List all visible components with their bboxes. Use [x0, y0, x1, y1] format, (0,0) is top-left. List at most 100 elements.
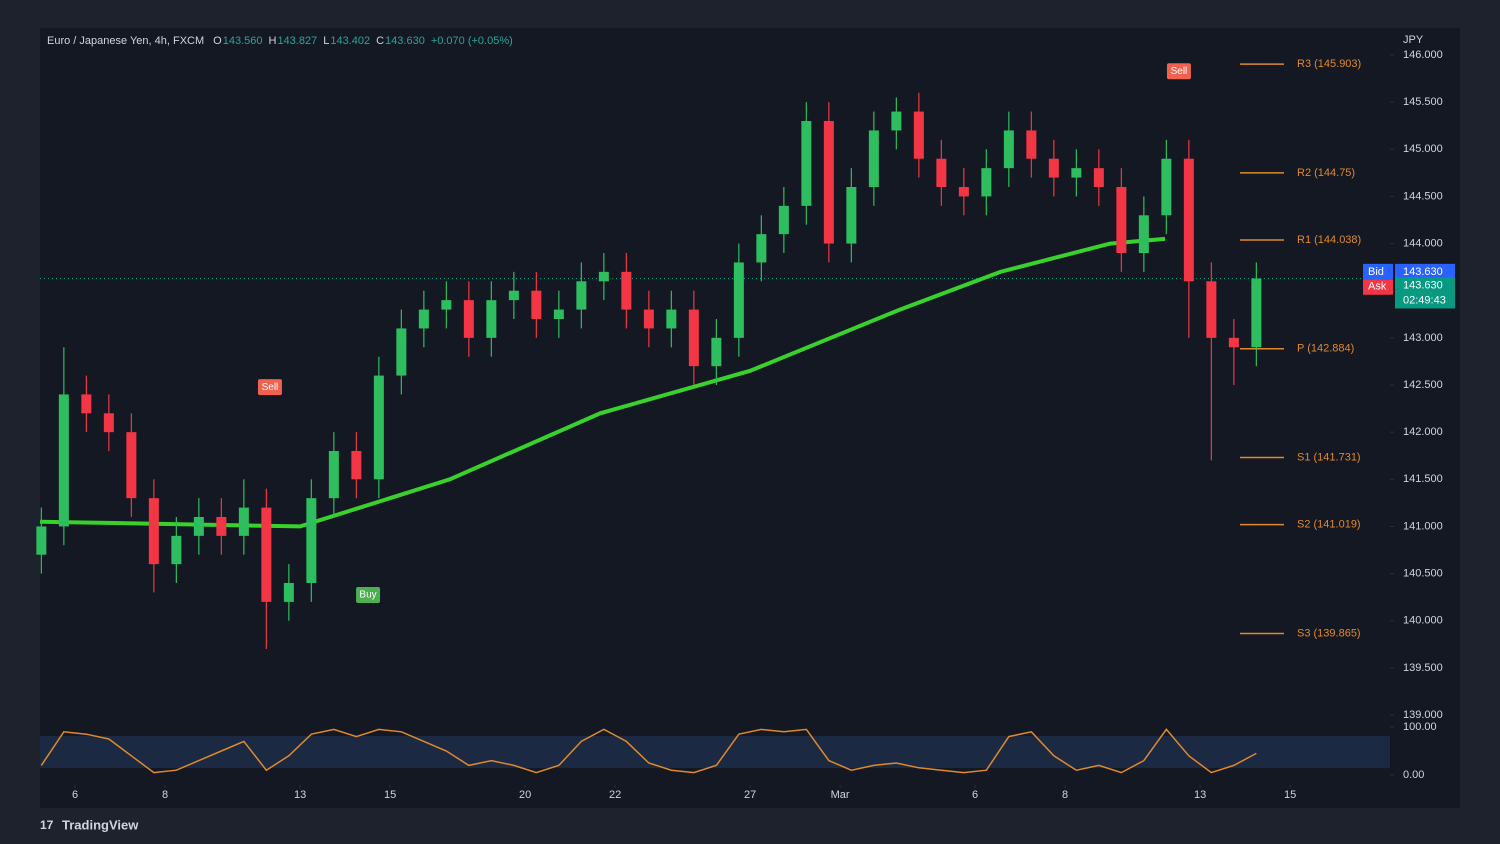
candle-body [238, 507, 249, 536]
candle-body [801, 121, 812, 206]
pivot-label: P (142.884) [1297, 343, 1354, 355]
pivot-label: S3 (139.865) [1297, 627, 1361, 639]
candle-body [1116, 187, 1127, 253]
candle-body [598, 271, 609, 282]
oscillator-band [40, 736, 1390, 768]
candle-body [306, 498, 317, 583]
bid-box [1395, 263, 1455, 280]
candle-body [193, 517, 204, 536]
candle-body [1071, 168, 1082, 178]
candle-body [1026, 130, 1037, 159]
signal-badge [356, 587, 381, 603]
bid-tag-label: Bid [1368, 266, 1384, 278]
y-tick-label: 143.000 [1403, 332, 1443, 344]
pivot-label: S1 (141.731) [1297, 451, 1361, 463]
ohlc-label: O [213, 35, 222, 47]
candle-body [1183, 158, 1194, 282]
candle-body [1228, 337, 1239, 348]
ohlc-label: H [268, 35, 276, 47]
candle-body [148, 498, 159, 565]
candle-body [778, 205, 789, 235]
x-tick-label: 13 [1194, 789, 1206, 801]
ohlc-label: L [323, 35, 329, 47]
pivot-label: R2 (144.75) [1297, 167, 1355, 179]
signal-label: Sell [1171, 66, 1188, 77]
ohlc-label: C [376, 35, 384, 47]
candle-body [58, 394, 69, 527]
candle-body [261, 507, 272, 602]
candle-body [171, 535, 182, 565]
candle-body [328, 451, 339, 499]
y-tick-label: 139.000 [1403, 709, 1443, 721]
candle-body [1093, 168, 1104, 187]
candle-body [373, 375, 384, 480]
x-tick-label: 15 [1284, 789, 1296, 801]
y-tick-label: 145.500 [1403, 96, 1443, 108]
chart-panel [40, 28, 1460, 808]
candle-body [531, 290, 542, 319]
candle-body [1161, 158, 1172, 216]
moving-average [39, 236, 1166, 529]
candle-body [643, 309, 654, 329]
candle-body [733, 262, 744, 338]
candle-body [36, 526, 47, 555]
candle-body [486, 300, 497, 338]
brand: TradingView [62, 817, 139, 832]
ask-tag-label: Ask [1368, 281, 1387, 293]
candle-body [1003, 130, 1014, 169]
ask-tag [1363, 278, 1393, 295]
candle-body [1138, 215, 1149, 253]
candle-body [756, 234, 767, 263]
ohlc-value: 143.402 [330, 35, 370, 47]
y-tick-label: 144.000 [1403, 237, 1443, 249]
candle-body [981, 168, 992, 197]
signal-label: Sell [262, 382, 279, 393]
pivot-label: R3 (145.903) [1297, 58, 1361, 70]
x-tick-label: 6 [972, 789, 978, 801]
candle-body [913, 111, 924, 159]
header: Euro / Japanese Yen, 4h, FXCM O 143.560 H 14… [47, 35, 513, 47]
y-tick-label: 142.500 [1403, 379, 1443, 391]
candle-body [576, 281, 587, 310]
candle-body [891, 111, 902, 131]
x-tick-label: 8 [1062, 789, 1068, 801]
candle-body [283, 583, 294, 602]
y-tick-label: 141.500 [1403, 473, 1443, 485]
candle-body [126, 432, 137, 499]
candle-body [1048, 158, 1059, 178]
change: +0.070 (+0.05%) [431, 35, 513, 47]
candle-body [958, 187, 969, 197]
candle-body [621, 271, 632, 310]
ohlc-value: 143.630 [385, 35, 425, 47]
oscillator-tick-label: 100.00 [1403, 721, 1437, 733]
y-tick-label: 145.000 [1403, 143, 1443, 155]
pivot-label: S2 (141.019) [1297, 519, 1361, 531]
candle-body [103, 413, 114, 433]
oscillator-tick-label: 0.00 [1403, 769, 1424, 781]
y-tick-label: 146.000 [1403, 49, 1443, 61]
candle-body [868, 130, 879, 187]
candle-body [936, 158, 947, 187]
y-tick-label: 141.000 [1403, 520, 1443, 532]
x-tick-label: 27 [744, 789, 756, 801]
x-tick-label: 20 [519, 789, 531, 801]
candle-body [508, 290, 519, 301]
x-tick-label: 22 [609, 789, 621, 801]
y-tick-label: 139.500 [1403, 662, 1443, 674]
x-tick-label: 13 [294, 789, 306, 801]
candle-body [418, 309, 429, 329]
pivot-label: R1 (144.038) [1297, 234, 1361, 246]
candle-body [351, 451, 362, 480]
ohlc-value: 143.827 [277, 35, 317, 47]
candle-body [396, 328, 407, 376]
last-box [1395, 277, 1455, 309]
signal-badge [1166, 63, 1191, 80]
ohlc-value: 143.560 [223, 35, 263, 47]
candle-body [1206, 281, 1217, 338]
oscillator-line [40, 728, 1257, 774]
candle-body [463, 300, 474, 338]
candle-body [441, 300, 452, 310]
bid-tag [1363, 263, 1393, 280]
